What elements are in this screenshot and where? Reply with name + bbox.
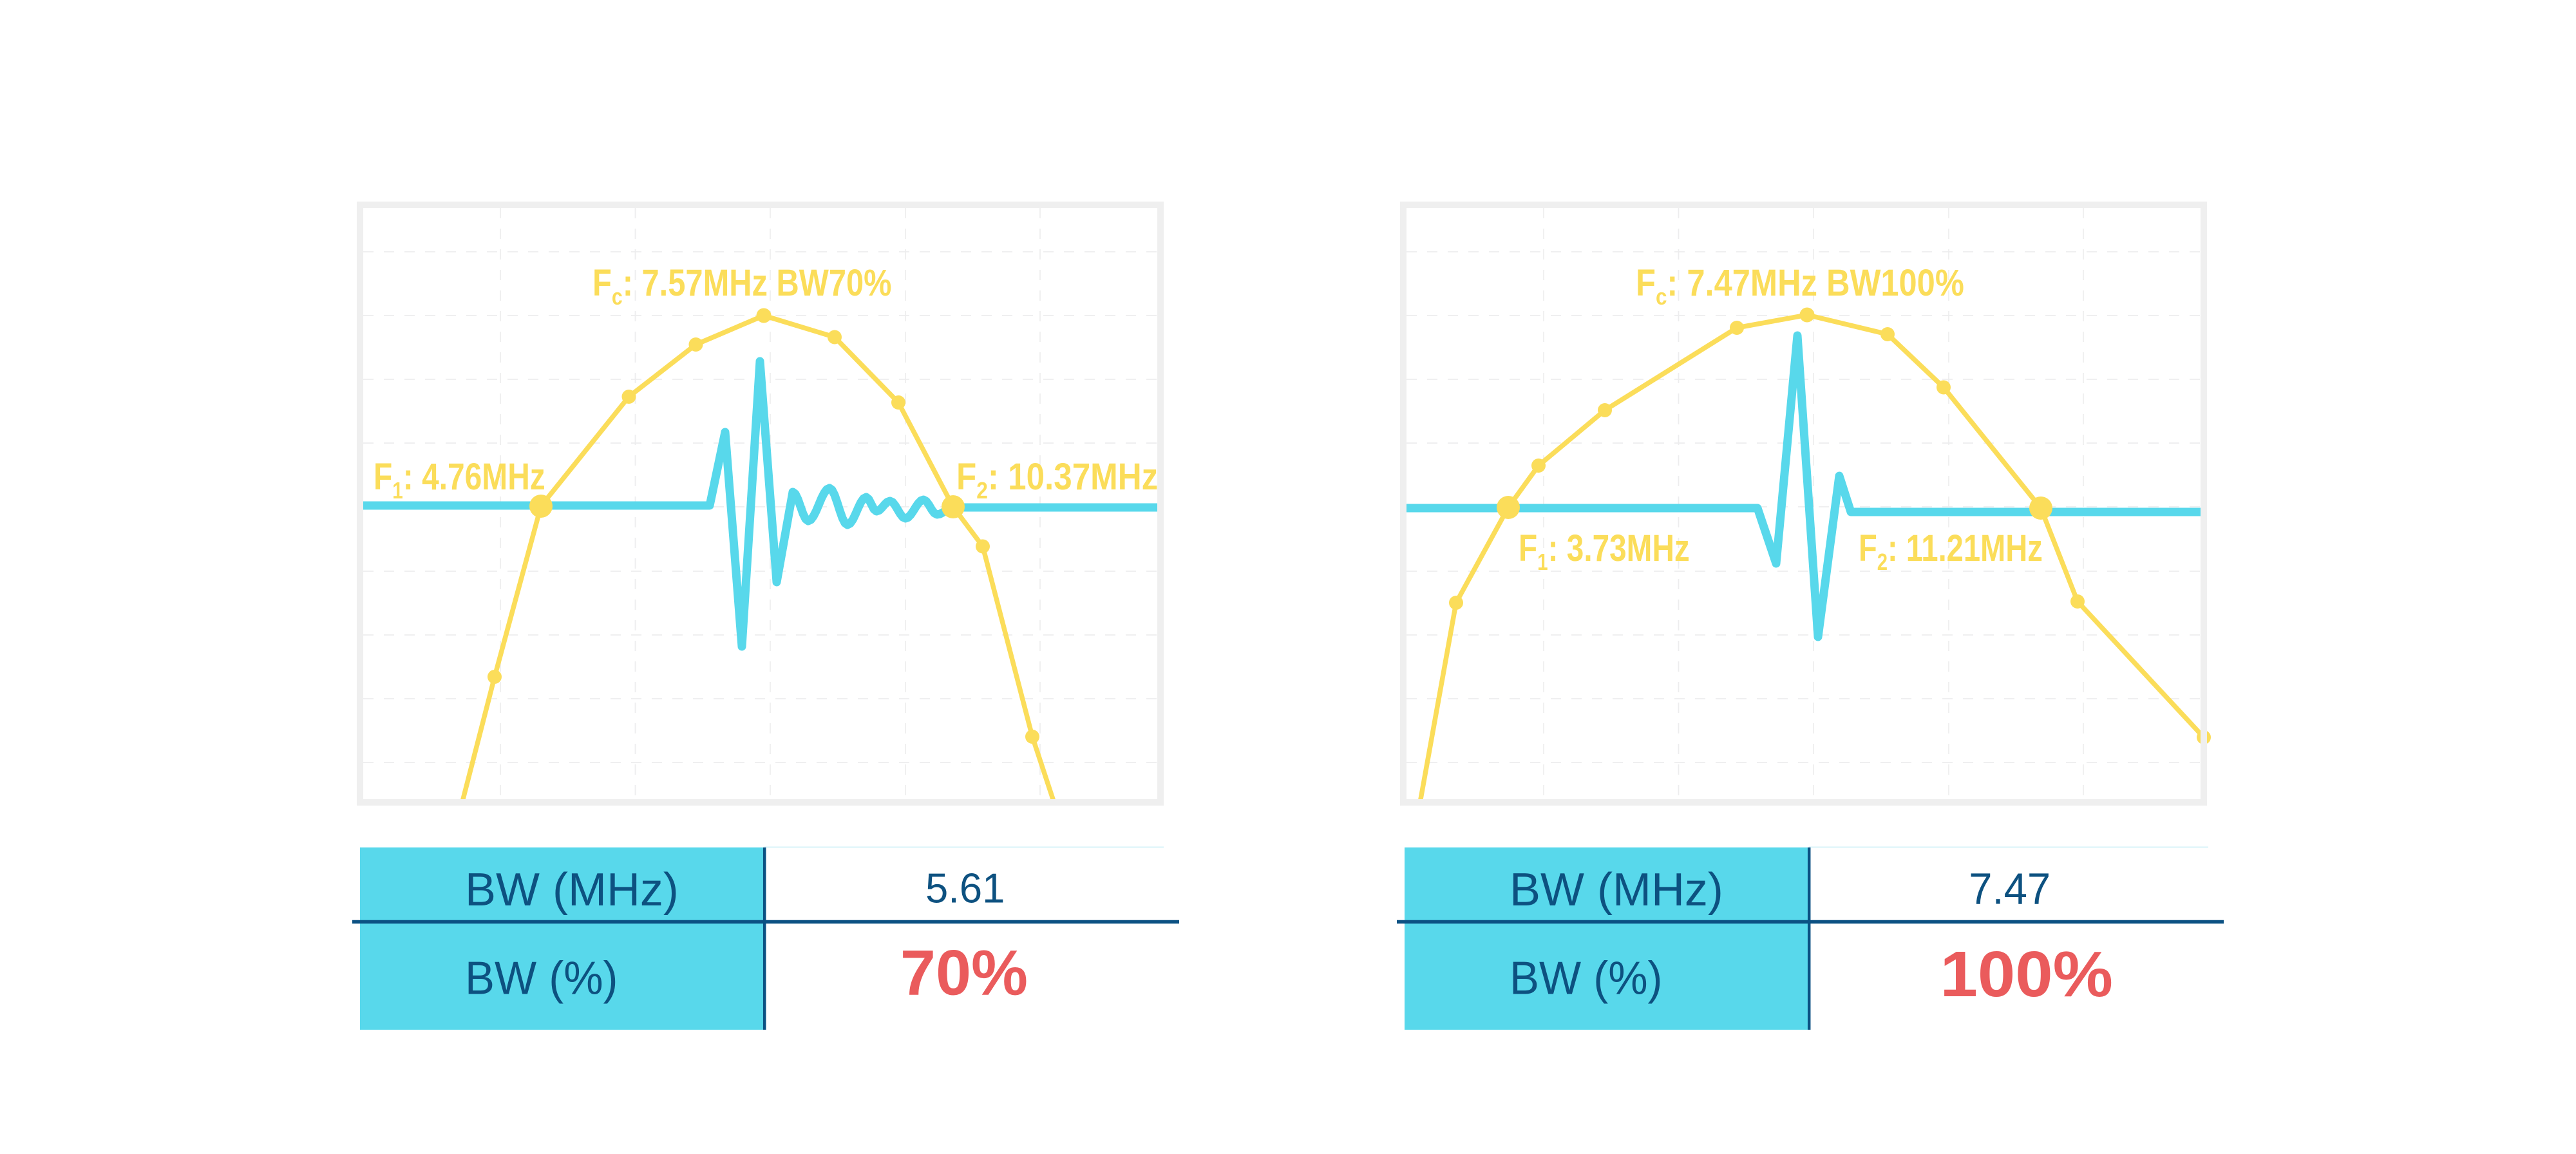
svg-text:BW (%): BW (%): [1510, 952, 1663, 1004]
svg-text:7.47: 7.47: [1969, 864, 2050, 914]
svg-text:F2: 10.37MHz: F2: 10.37MHz: [956, 455, 1158, 504]
svg-text:BW (%): BW (%): [465, 952, 618, 1004]
svg-text:F1: 4.76MHz: F1: 4.76MHz: [374, 457, 545, 504]
svg-text:BW (MHz): BW (MHz): [1510, 864, 1723, 916]
svg-text:5.61: 5.61: [925, 865, 1005, 912]
svg-text:F1: 3.73MHz: F1: 3.73MHz: [1519, 528, 1690, 575]
svg-text:F2: 11.21MHz: F2: 11.21MHz: [1859, 527, 2043, 574]
svg-text:Fc: 7.47MHz BW100%: Fc: 7.47MHz BW100%: [1636, 262, 1964, 310]
svg-text:Fc: 7.57MHz BW70%: Fc: 7.57MHz BW70%: [592, 262, 892, 310]
svg-text:70%: 70%: [900, 937, 1028, 1008]
svg-text:100%: 100%: [1940, 938, 2113, 1010]
svg-text:BW (MHz): BW (MHz): [465, 864, 679, 916]
